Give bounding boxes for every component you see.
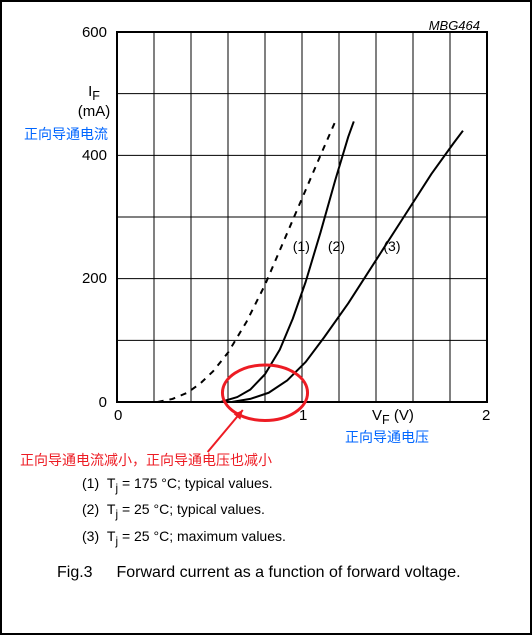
- legend: (1) Tj = 175 °C; typical values. (2) Tj …: [82, 472, 286, 551]
- svg-text:(1): (1): [293, 238, 310, 254]
- figure-caption-text: Forward current as a function of forward…: [116, 564, 460, 581]
- legend-item-3: (3) Tj = 25 °C; maximum values.: [82, 525, 286, 551]
- legend-item-1: (1) Tj = 175 °C; typical values.: [82, 472, 286, 498]
- figure-caption: Fig.3 Forward current as a function of f…: [57, 562, 487, 584]
- legend-item-2: (2) Tj = 25 °C; typical values.: [82, 498, 286, 524]
- svg-text:(2): (2): [328, 238, 345, 254]
- chart-plot: (1) (2) (3): [2, 2, 532, 472]
- figure-container: MBG464 IF(mA) 正向导通电流 600 400 200 0 0 1 2…: [0, 0, 532, 635]
- figure-number: Fig.3: [57, 562, 112, 584]
- svg-text:(3): (3): [383, 238, 400, 254]
